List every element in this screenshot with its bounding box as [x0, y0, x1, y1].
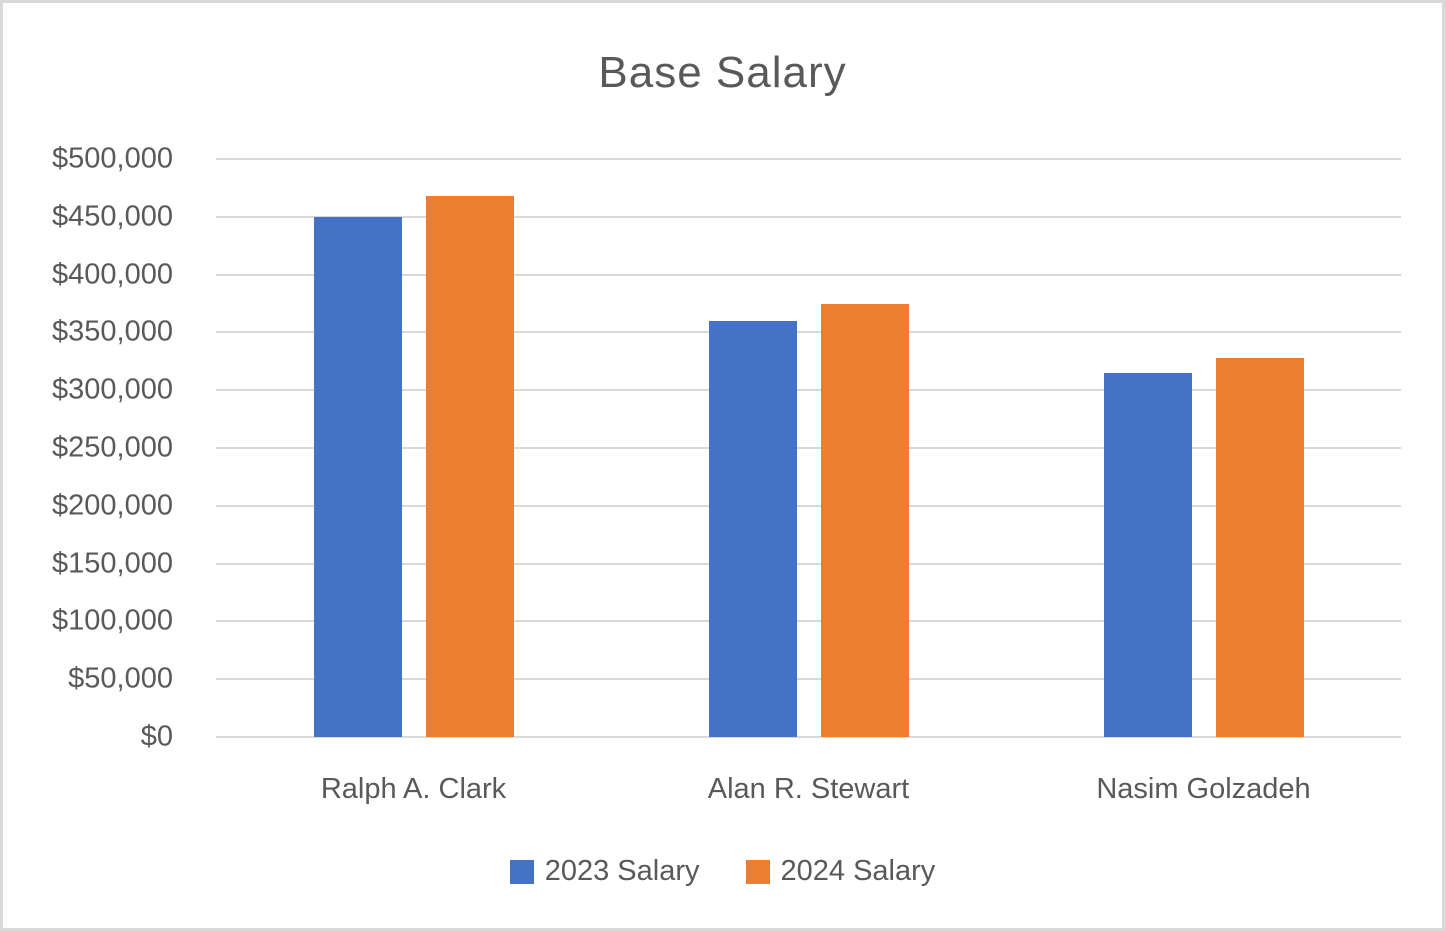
y-axis-tick-label-400-000: $400,000: [52, 258, 173, 291]
bar-2023-salary-nasim-golzadeh: [1103, 372, 1192, 737]
y-axis-tick-label-500-000: $500,000: [52, 142, 173, 175]
y-axis-tick-label-0: $0: [140, 720, 173, 753]
legend-label-2023-salary: 2023 Salary: [544, 855, 700, 887]
y-axis-tick-label-150-000: $150,000: [52, 547, 173, 580]
bar-2024-salary-nasim-golzadeh: [1215, 357, 1304, 737]
chart-title: Base Salary: [598, 48, 847, 97]
y-axis-tick-label-450-000: $450,000: [52, 200, 173, 233]
legend-item-2023-salary: 2023 Salary: [509, 855, 700, 888]
bar-2024-salary-alan-r-stewart: [820, 303, 909, 737]
legend-label-2024-salary: 2024 Salary: [780, 855, 936, 887]
y-axis-tick-label-200-000: $200,000: [52, 489, 173, 522]
gridline-500-000: [216, 158, 1401, 160]
gridline-200-000: [216, 504, 1401, 507]
y-axis-tick-label-50-000: $50,000: [68, 662, 173, 695]
y-axis-tick-label-100-000: $100,000: [52, 604, 173, 637]
y-axis-tick-label-350-000: $350,000: [52, 315, 173, 348]
plot-area: [216, 158, 1401, 738]
gridline-300-000: [216, 389, 1401, 392]
gridline-50-000: [216, 678, 1401, 681]
gridline-150-000: [216, 562, 1401, 565]
bar-2024-salary-ralph-a-clark: [425, 195, 514, 737]
legend-item-2024-salary: 2024 Salary: [745, 855, 936, 888]
legend: 2023 Salary 2024 Salary: [3, 855, 1442, 888]
gridline-350-000: [216, 331, 1401, 334]
gridline-400-000: [216, 273, 1401, 276]
gridline-0: [216, 736, 1401, 738]
legend-swatch-icon-2023-salary: [509, 859, 534, 884]
y-axis-tick-label-300-000: $300,000: [52, 373, 173, 406]
gridline-250-000: [216, 447, 1401, 449]
x-axis-category-label-nasim-golzadeh: Nasim Golzadeh: [1096, 773, 1311, 805]
bar-2023-salary-ralph-a-clark: [313, 216, 402, 737]
gridline-100-000: [216, 620, 1401, 623]
bar-2023-salary-alan-r-stewart: [708, 320, 797, 737]
y-axis-tick-label-250-000: $250,000: [52, 431, 173, 464]
legend-swatch-icon-2024-salary: [745, 859, 770, 884]
gridline-450-000: [216, 215, 1401, 218]
x-axis-category-label-ralph-a-clark: Ralph A. Clark: [320, 773, 507, 805]
x-axis-category-label-alan-r-stewart: Alan R. Stewart: [707, 773, 910, 805]
